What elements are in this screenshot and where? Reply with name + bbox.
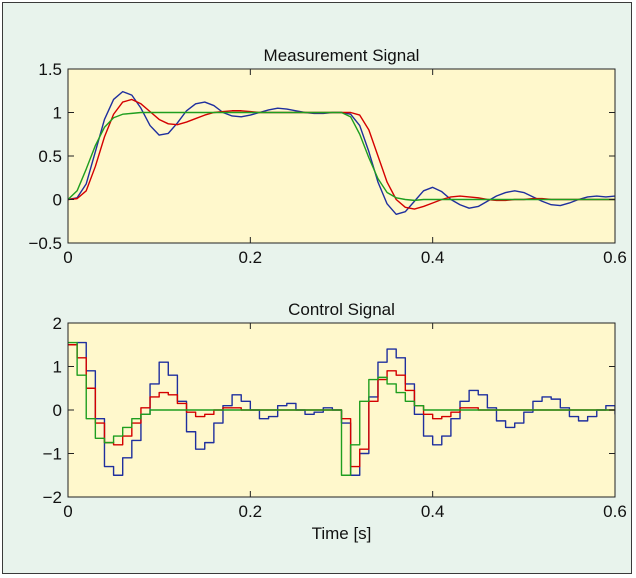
chart-2-x-tick-label: 0.4 xyxy=(421,502,445,521)
chart-2-y-tick-label: −2 xyxy=(43,488,62,507)
chart-2-y-tick-label: 2 xyxy=(53,314,62,333)
chart-2-x-tick-label: 0.6 xyxy=(603,502,627,521)
chart-2-x-axis-label: Time [s] xyxy=(312,524,372,543)
chart-2-y-tick-label: 0 xyxy=(53,401,62,420)
chart-2-title: Control Signal xyxy=(288,300,395,319)
chart-1-y-tick-label: 0.5 xyxy=(38,147,62,166)
chart-1-series-group xyxy=(68,90,615,215)
chart-2-series-line-3 xyxy=(68,341,615,476)
chart-1-y-tick-label: 1 xyxy=(53,104,62,123)
chart-1-series-line-3 xyxy=(68,111,615,202)
chart-1-title: Measurement Signal xyxy=(264,46,420,65)
chart-2-y-tick-label: 1 xyxy=(53,358,62,377)
chart-1-y-tick-label: −0.5 xyxy=(28,234,62,253)
chart-1-y-tick-label: 0 xyxy=(53,191,62,210)
chart-2-x-tick-label: 0.2 xyxy=(239,502,263,521)
chart-1-y-tick-label: 1.5 xyxy=(38,60,62,79)
chart-1-x-tick-label: 0.4 xyxy=(421,248,445,267)
chart-1-x-tick-label: 0.2 xyxy=(239,248,263,267)
chart-1-x-tick-label: 0.6 xyxy=(603,248,627,267)
chart-2-x-tick-label: 0 xyxy=(63,502,72,521)
chart-2-y-tick-label: −1 xyxy=(43,445,62,464)
chart-1-x-tick-label: 0 xyxy=(63,248,72,267)
chart-2-series-group xyxy=(68,341,615,476)
chart-1-plot-area xyxy=(68,69,615,243)
chart-2-group: 0 0.2 0.4 0.6 −2 −1 0 1 2 Control Signal Time [s] xyxy=(43,300,627,543)
